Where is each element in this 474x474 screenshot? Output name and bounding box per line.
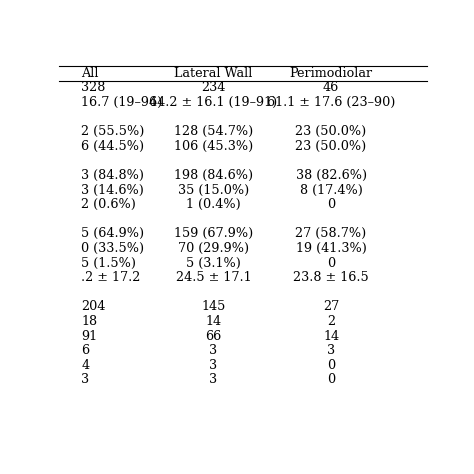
- Text: 128 (54.7%): 128 (54.7%): [174, 125, 253, 138]
- Text: 27: 27: [323, 301, 339, 313]
- Text: 3 (14.6%): 3 (14.6%): [82, 183, 144, 197]
- Text: 35 (15.0%): 35 (15.0%): [178, 183, 249, 197]
- Text: 3 (84.8%): 3 (84.8%): [82, 169, 144, 182]
- Text: 159 (67.9%): 159 (67.9%): [174, 228, 253, 240]
- Text: 3: 3: [210, 374, 218, 386]
- Text: 24.5 ± 17.1: 24.5 ± 17.1: [176, 271, 251, 284]
- Text: 0: 0: [327, 198, 335, 211]
- Text: 38 (82.6%): 38 (82.6%): [295, 169, 367, 182]
- Text: 14: 14: [205, 315, 222, 328]
- Text: 16.7 (19–94): 16.7 (19–94): [82, 96, 163, 109]
- Text: 0: 0: [327, 374, 335, 386]
- Text: 8 (17.4%): 8 (17.4%): [300, 183, 363, 197]
- Text: 1 (0.4%): 1 (0.4%): [186, 198, 241, 211]
- Text: 0 (33.5%): 0 (33.5%): [82, 242, 145, 255]
- Text: 198 (84.6%): 198 (84.6%): [174, 169, 253, 182]
- Text: 6: 6: [82, 344, 90, 357]
- Text: 5 (1.5%): 5 (1.5%): [82, 256, 137, 270]
- Text: 204: 204: [82, 301, 106, 313]
- Text: 91: 91: [82, 329, 98, 343]
- Text: 106 (45.3%): 106 (45.3%): [174, 140, 253, 153]
- Text: 27 (58.7%): 27 (58.7%): [295, 228, 367, 240]
- Text: 3: 3: [82, 374, 90, 386]
- Text: 46: 46: [323, 82, 339, 94]
- Text: 70 (29.9%): 70 (29.9%): [178, 242, 249, 255]
- Text: 234: 234: [201, 82, 226, 94]
- Text: Lateral Wall: Lateral Wall: [174, 67, 253, 80]
- Text: .2 ± 17.2: .2 ± 17.2: [82, 271, 141, 284]
- Text: 328: 328: [82, 82, 106, 94]
- Text: 3: 3: [327, 344, 335, 357]
- Text: 5 (3.1%): 5 (3.1%): [186, 256, 241, 270]
- Text: All: All: [82, 67, 99, 80]
- Text: 2: 2: [327, 315, 335, 328]
- Text: 3: 3: [210, 359, 218, 372]
- Text: 4: 4: [82, 359, 90, 372]
- Text: 0: 0: [327, 359, 335, 372]
- Text: 2 (55.5%): 2 (55.5%): [82, 125, 145, 138]
- Text: 6 (44.5%): 6 (44.5%): [82, 140, 145, 153]
- Text: 0: 0: [327, 256, 335, 270]
- Text: 5 (64.9%): 5 (64.9%): [82, 228, 145, 240]
- Text: 66: 66: [205, 329, 222, 343]
- Text: 3: 3: [210, 344, 218, 357]
- Text: 23 (50.0%): 23 (50.0%): [295, 125, 367, 138]
- Text: 14: 14: [323, 329, 339, 343]
- Text: 61.1 ± 17.6 (23–90): 61.1 ± 17.6 (23–90): [267, 96, 395, 109]
- Text: 2 (0.6%): 2 (0.6%): [82, 198, 136, 211]
- Text: Perimodiolar: Perimodiolar: [290, 67, 373, 80]
- Text: 18: 18: [82, 315, 98, 328]
- Text: 19 (41.3%): 19 (41.3%): [296, 242, 366, 255]
- Text: 23.8 ± 16.5: 23.8 ± 16.5: [293, 271, 369, 284]
- Text: 145: 145: [201, 301, 226, 313]
- Text: 23 (50.0%): 23 (50.0%): [295, 140, 367, 153]
- Text: 64.2 ± 16.1 (19–91): 64.2 ± 16.1 (19–91): [149, 96, 278, 109]
